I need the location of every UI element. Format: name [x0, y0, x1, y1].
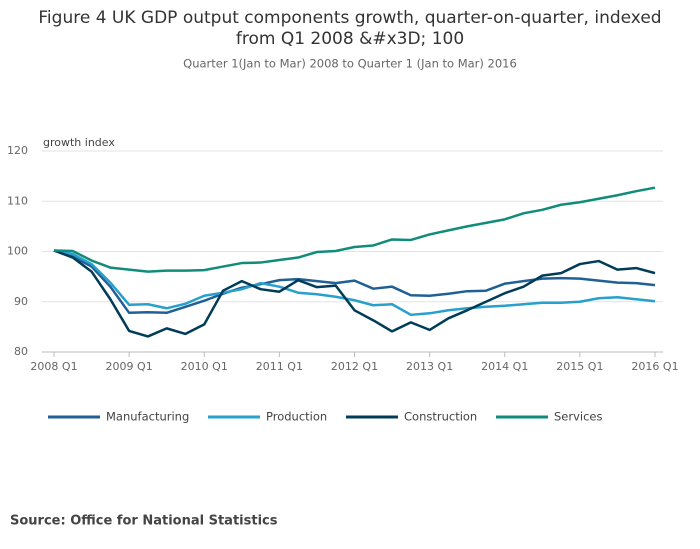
x-tick-label: 2014 Q1 [481, 360, 528, 373]
x-tick-label: 2009 Q1 [106, 360, 153, 373]
y-tick-label: 110 [7, 194, 28, 207]
y-tick-label: 100 [7, 245, 28, 258]
y-tick-label: 120 [7, 144, 28, 157]
y-axis-label: growth index [43, 136, 115, 149]
series-line [53, 249, 656, 317]
series-line [53, 249, 656, 315]
series-line [53, 186, 656, 273]
chart-subtitle: Quarter 1(Jan to Mar) 2008 to Quarter 1 … [183, 57, 517, 71]
series-line [53, 249, 656, 338]
source: Source: Office for National Statistics [10, 514, 278, 529]
legend-label: Construction [404, 410, 477, 424]
legend-label: Manufacturing [106, 410, 189, 424]
x-tick-label: 2008 Q1 [30, 360, 77, 373]
legend-label: Production [266, 410, 327, 424]
x-tick-label: 2012 Q1 [331, 360, 378, 373]
x-tick-label: 2015 Q1 [556, 360, 603, 373]
x-tick-label: 2016 Q1 [631, 360, 678, 373]
legend-label: Services [554, 410, 603, 424]
chart-title: Figure 4 UK GDP output components growth… [38, 8, 661, 49]
y-tick-label: 90 [14, 295, 28, 308]
x-tick-label: 2010 Q1 [181, 360, 228, 373]
y-tick-label: 80 [14, 345, 28, 358]
x-tick-label: 2011 Q1 [256, 360, 303, 373]
x-tick-label: 2013 Q1 [406, 360, 453, 373]
